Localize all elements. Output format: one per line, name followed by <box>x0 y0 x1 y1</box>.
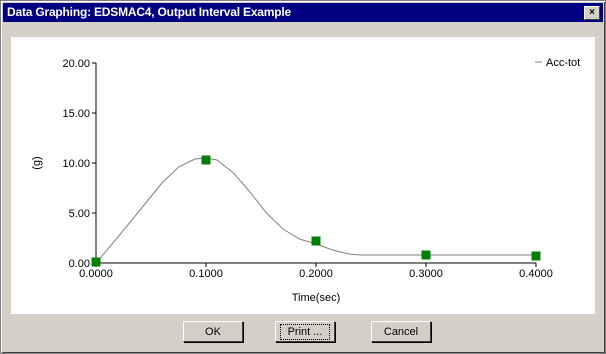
window-title: Data Graphing: EDSMAC4, Output Interval … <box>7 5 291 19</box>
x-tick-label: 0.2000 <box>299 268 333 280</box>
legend-label: Acc-tot <box>546 57 580 69</box>
x-tick-label: 0.0000 <box>79 268 113 280</box>
cancel-button-label: Cancel <box>383 326 419 338</box>
y-tick-label: 5.00 <box>69 208 90 220</box>
cancel-button[interactable]: Cancel <box>371 321 431 342</box>
x-axis-label: Time(sec) <box>292 292 340 304</box>
y-tick-label: 20.00 <box>62 58 90 70</box>
y-axis-label: (g) <box>31 156 43 169</box>
x-tick-label: 0.1000 <box>189 268 223 280</box>
plot-panel: 0.00 5.00 10.00 15.00 20.00 0.0000 0.1000 0.200… <box>11 37 595 314</box>
x-tick-label: 0.4000 <box>519 268 553 280</box>
y-tick-label: 15.00 <box>62 108 90 120</box>
close-icon[interactable]: × <box>584 6 600 20</box>
x-tick-label: 0.3000 <box>409 268 443 280</box>
data-point-marker <box>311 236 321 246</box>
series-line-acc-tot <box>95 157 536 264</box>
data-point-marker <box>91 257 101 267</box>
data-point-marker <box>531 251 541 261</box>
print-button[interactable]: Print ... <box>275 321 335 342</box>
y-tick-label: 10.00 <box>62 158 90 170</box>
title-bar[interactable]: Data Graphing: EDSMAC4, Output Interval … <box>3 3 603 22</box>
ok-button[interactable]: OK <box>183 321 243 342</box>
data-point-marker <box>421 250 431 260</box>
ok-button-label: OK <box>205 326 221 338</box>
print-button-label: Print ... <box>279 324 331 340</box>
y-tick-label: 0.00 <box>69 258 90 270</box>
data-graph: 0.00 5.00 10.00 15.00 20.00 0.0000 0.1000 0.200… <box>31 57 580 304</box>
data-point-marker <box>201 155 211 165</box>
